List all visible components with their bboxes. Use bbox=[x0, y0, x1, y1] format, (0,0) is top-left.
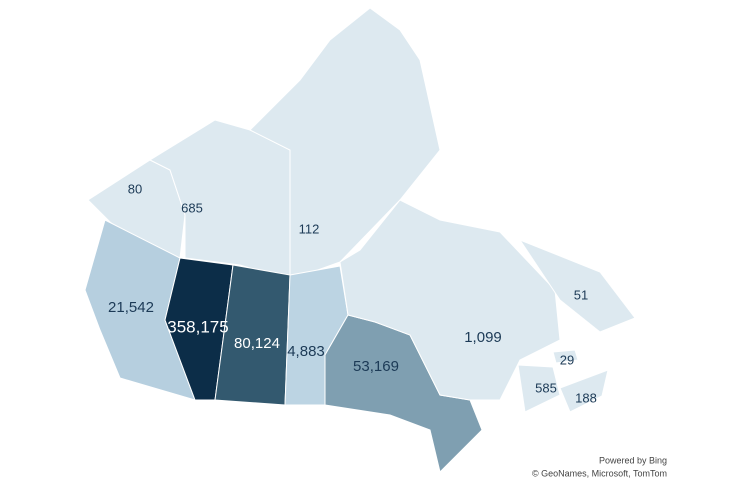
region-label: 29 bbox=[560, 352, 574, 367]
region bbox=[339, 199, 561, 401]
region bbox=[518, 238, 636, 333]
region-label: 51 bbox=[574, 287, 588, 302]
region bbox=[559, 369, 609, 413]
attribution: Powered by Bing bbox=[599, 455, 667, 465]
region-label: 4,883 bbox=[287, 343, 325, 360]
region bbox=[249, 7, 441, 281]
region-label: 585 bbox=[535, 380, 557, 395]
region-label: 1,099 bbox=[464, 329, 502, 346]
attribution: © GeoNames, Microsoft, TomTom bbox=[532, 468, 667, 478]
region-label: 21,542 bbox=[108, 299, 154, 316]
region bbox=[552, 349, 579, 364]
region bbox=[517, 364, 561, 413]
region-label: 112 bbox=[299, 221, 320, 236]
region-label: 53,169 bbox=[353, 358, 399, 375]
region-label: 685 bbox=[181, 200, 203, 215]
region bbox=[164, 257, 234, 401]
region-label: 80 bbox=[128, 181, 142, 196]
region-label: 358,175 bbox=[167, 317, 228, 336]
region-label: 188 bbox=[575, 390, 597, 405]
region-label: 80,124 bbox=[234, 335, 280, 352]
